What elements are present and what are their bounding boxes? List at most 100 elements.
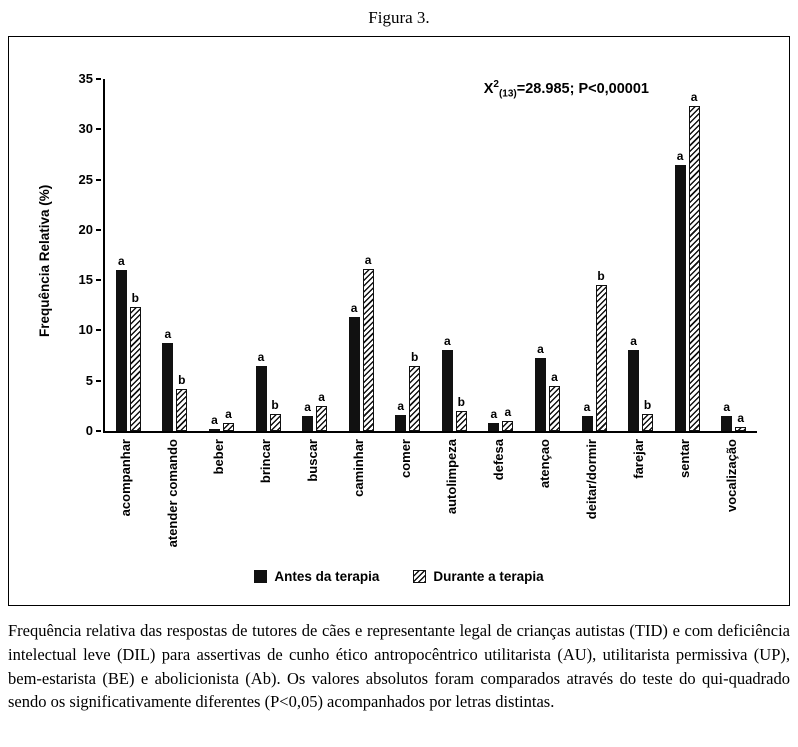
chart: Frequência Relativa (%) X2(13)=28.985; P… bbox=[13, 47, 785, 599]
x-category-label: deitar/dormir bbox=[584, 439, 599, 520]
x-category-label: comer bbox=[397, 439, 413, 479]
y-tick-mark bbox=[96, 128, 101, 131]
bar-antes-sentar bbox=[674, 164, 686, 431]
significance-letter: a bbox=[504, 404, 512, 419]
significance-letter: a bbox=[164, 326, 172, 341]
x-category-label: brincar bbox=[258, 439, 273, 484]
x-category-label: atençao bbox=[537, 439, 553, 489]
bar-durante-defesa bbox=[502, 420, 514, 431]
y-tick-label: 15 bbox=[78, 272, 93, 288]
legend: Antes da terapia Durante a terapia bbox=[13, 569, 785, 584]
x-category-label: buscar bbox=[304, 439, 320, 482]
y-tick-label: 5 bbox=[85, 372, 93, 388]
bar-antes-farejar bbox=[628, 349, 640, 431]
y-tick-label: 30 bbox=[78, 121, 93, 137]
significance-letter: a bbox=[551, 369, 558, 384]
y-axis-title: Frequência Relativa (%) bbox=[37, 184, 52, 337]
bar-antes-atender comando bbox=[162, 342, 174, 431]
legend-swatch-hatched bbox=[413, 570, 427, 583]
significance-letter: a bbox=[318, 389, 325, 404]
annotation-superscript: 2 bbox=[493, 79, 499, 90]
y-tick-label: 25 bbox=[78, 171, 93, 187]
significance-letter: a bbox=[364, 253, 372, 268]
y-tick-mark bbox=[96, 178, 101, 181]
significance-letter: a bbox=[490, 406, 498, 421]
bar-antes-atençao bbox=[534, 357, 546, 431]
y-tick-label: 20 bbox=[78, 221, 93, 237]
legend-swatch-solid bbox=[254, 570, 268, 583]
bar-antes-acompanhar bbox=[115, 270, 127, 431]
x-category-label: farejar bbox=[630, 439, 646, 479]
significance-letter: a bbox=[583, 399, 591, 414]
x-category-label: caminhar bbox=[351, 439, 367, 497]
significance-letter: a bbox=[304, 399, 311, 414]
figure-caption: Frequência relativa das respostas de tut… bbox=[8, 621, 790, 712]
bar-antes-caminhar bbox=[348, 317, 360, 431]
legend-item-antes: Antes da terapia bbox=[254, 569, 379, 584]
legend-label-durante: Durante a terapia bbox=[433, 569, 544, 584]
significance-letter: a bbox=[117, 254, 125, 269]
significance-letter: b bbox=[457, 394, 465, 409]
significance-letter: a bbox=[257, 349, 265, 364]
significance-letter: b bbox=[271, 397, 279, 412]
y-tick-mark bbox=[96, 430, 101, 432]
bar-antes-comer bbox=[395, 414, 407, 431]
bar-antes-beber bbox=[208, 429, 220, 431]
x-category-label: sentar bbox=[677, 439, 693, 479]
x-category-label: acompanhar bbox=[118, 439, 134, 517]
bar-durante-atender comando bbox=[176, 388, 188, 431]
y-tick-mark bbox=[96, 279, 101, 282]
y-tick-mark bbox=[96, 329, 101, 332]
significance-letter: a bbox=[676, 148, 684, 163]
legend-label-antes: Antes da terapia bbox=[274, 569, 380, 584]
bar-antes-buscar bbox=[302, 415, 314, 431]
x-category-label: atender comando bbox=[164, 439, 180, 548]
bar-antes-deitar/dormir bbox=[581, 415, 593, 431]
significance-letter: a bbox=[443, 333, 451, 348]
y-tick-mark bbox=[96, 78, 101, 80]
bar-antes-autolimpeza bbox=[441, 349, 453, 431]
significance-letter: a bbox=[630, 333, 637, 348]
annotation-subscript: (13) bbox=[498, 88, 517, 100]
bar-durante-vocalização bbox=[735, 426, 747, 431]
x-category-label: defesa bbox=[490, 439, 506, 481]
bar-antes-brincar bbox=[255, 365, 267, 431]
significance-letter: b bbox=[597, 269, 605, 284]
bar-durante-sentar bbox=[688, 106, 700, 431]
legend-item-durante: Durante a terapia bbox=[413, 569, 544, 584]
significance-letter: a bbox=[723, 399, 731, 414]
significance-letter: b bbox=[178, 372, 186, 387]
bar-antes-vocalização bbox=[721, 415, 733, 431]
bar-durante-caminhar bbox=[362, 269, 374, 431]
figure-box: Frequência Relativa (%) X2(13)=28.985; P… bbox=[8, 36, 790, 606]
y-tick-mark bbox=[96, 228, 101, 231]
annotation-base: X bbox=[483, 80, 494, 97]
x-category-label: autolimpeza bbox=[444, 439, 460, 515]
chi-square-annotation: X2(13)=28.985; P<0,00001 bbox=[484, 79, 649, 100]
x-category-label: vocalização bbox=[723, 439, 739, 512]
bar-antes-defesa bbox=[488, 422, 500, 431]
significance-letter: a bbox=[690, 90, 698, 105]
bar-durante-buscar bbox=[316, 405, 328, 431]
significance-letter: a bbox=[737, 410, 745, 425]
y-tick-mark bbox=[96, 379, 101, 382]
bar-durante-brincar bbox=[269, 413, 281, 431]
figure-title: Figura 3. bbox=[368, 8, 430, 27]
significance-letter: a bbox=[537, 341, 544, 356]
bar-durante-comer bbox=[409, 365, 421, 431]
bar-durante-autolimpeza bbox=[455, 410, 467, 431]
significance-letter: b bbox=[131, 291, 139, 306]
y-tick-label: 0 bbox=[85, 423, 93, 438]
bar-durante-farejar bbox=[642, 413, 654, 431]
significance-letter: a bbox=[211, 413, 218, 427]
bar-durante-beber bbox=[222, 422, 234, 431]
significance-letter: a bbox=[350, 301, 358, 316]
significance-letter: a bbox=[397, 398, 405, 413]
significance-letter: b bbox=[411, 349, 419, 364]
x-category-label: beber bbox=[211, 439, 227, 475]
y-tick-label: 10 bbox=[78, 322, 93, 338]
bar-durante-deitar/dormir bbox=[595, 285, 607, 431]
bar-durante-acompanhar bbox=[129, 307, 141, 431]
